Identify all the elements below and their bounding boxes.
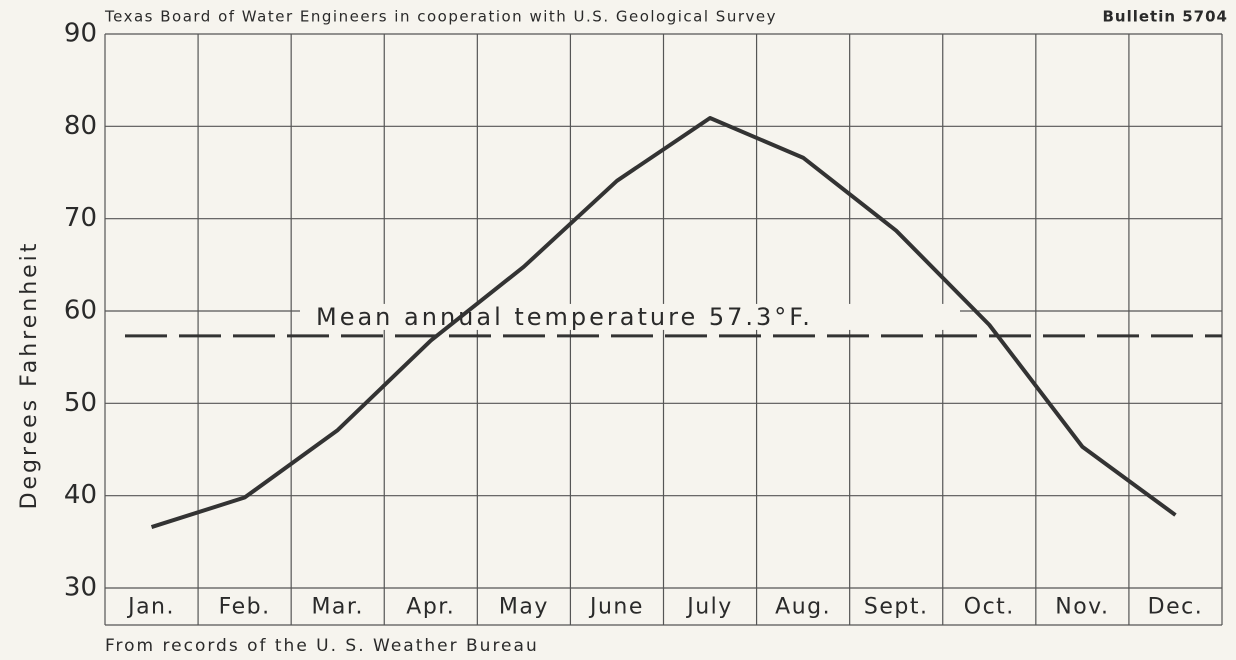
y-tick-label: 70: [64, 203, 97, 233]
footer: From records of the U. S. Weather Bureau: [105, 636, 539, 656]
y-axis-label: Degrees Fahrenheit: [17, 241, 42, 510]
x-tick-label: June: [588, 595, 644, 620]
x-tick-label: July: [685, 595, 733, 620]
x-tick-label: Dec.: [1148, 595, 1204, 620]
annotation: Mean annual temperature 57.3°F.: [316, 303, 813, 331]
x-tick-label: May: [499, 595, 549, 620]
x-tick-label: Apr.: [406, 595, 455, 620]
y-tick-label: 50: [64, 388, 97, 418]
x-tick-label: Nov.: [1055, 595, 1109, 620]
x-tick-label: Feb.: [219, 595, 271, 620]
x-tick-label: Jan.: [126, 595, 175, 620]
temperature-line: [150, 116, 1177, 529]
y-tick-label: 60: [64, 296, 97, 326]
x-tick-label: Oct.: [964, 595, 1015, 620]
x-tick-label: Aug.: [775, 595, 831, 620]
y-tick-label: 40: [64, 480, 97, 510]
header: Texas Board of Water Engineers in cooper…: [104, 8, 777, 26]
x-tick-label: Mar.: [311, 595, 363, 620]
y-tick-label: 80: [64, 111, 97, 141]
y-tick-label: 90: [64, 19, 97, 49]
y-tick-label: 30: [64, 573, 97, 603]
bulletin: Bulletin 5704: [1102, 8, 1228, 26]
annotation-bg: [300, 303, 960, 330]
x-tick-label: Sept.: [864, 595, 929, 620]
